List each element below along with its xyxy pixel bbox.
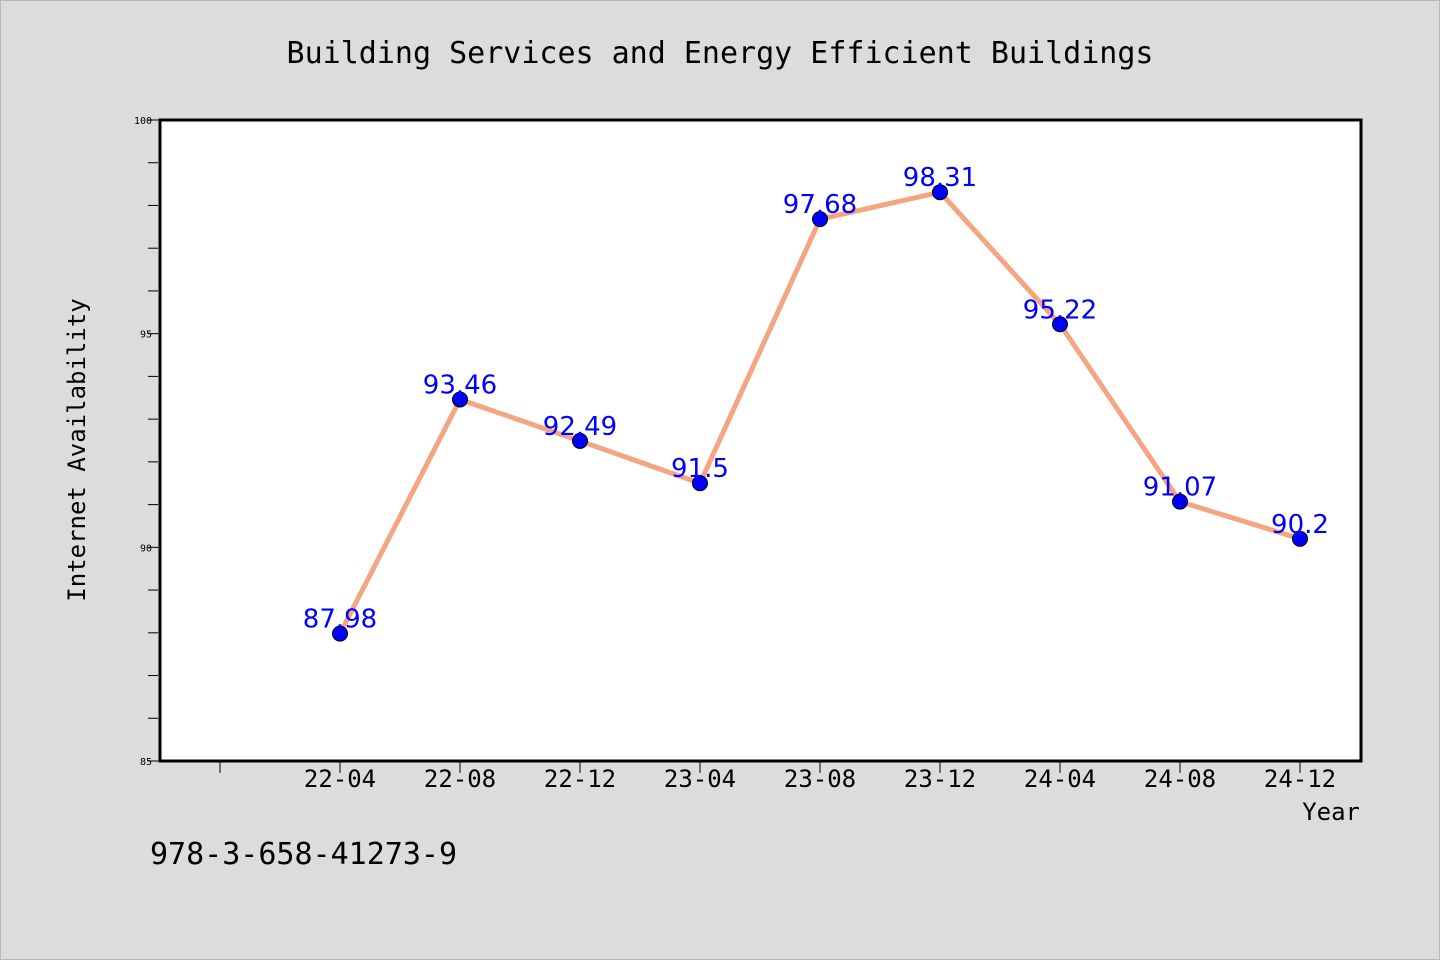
x-tick-label: 23-04 [664,765,736,793]
data-point [452,391,468,408]
x-axis-label: Year [1302,798,1360,826]
x-tick-label: 24-12 [1264,765,1336,793]
data-label: 91.5 [671,454,729,484]
data-labels: 87.98 93.46 92.49 91.5 97.68 98.31 95.22 91.07 9… [303,163,1329,634]
data-label: 91.07 [1143,473,1217,503]
data-label: 95.22 [1023,295,1097,325]
x-tick-label: 24-08 [1144,765,1216,793]
x-tick-label: 22-08 [424,765,496,793]
x-tick-label: 22-12 [544,765,616,793]
x-tick-label: 24-04 [1024,765,1096,793]
y-tick-label: 90 [140,543,152,554]
data-label: 90.2 [1271,510,1329,540]
data-point [932,184,948,201]
y-minor-ticks [148,162,158,719]
data-label: 93.46 [423,370,497,400]
x-tick-label: 23-08 [784,765,856,793]
x-tick-label: 23-12 [904,765,976,793]
plot-area [158,118,1363,763]
data-point [1172,493,1188,510]
y-tick-label: 95 [140,330,152,341]
y-axis-label: Internet Availability [63,298,91,601]
x-axis: 22-04 22-08 22-12 23-04 23-08 23-12 24-04 24-08… [219,761,1336,793]
y-axis: 85 90 95 100 [134,116,160,768]
data-point [812,211,828,228]
y-tick-label: 100 [134,116,152,127]
data-label: 97.68 [783,190,857,220]
isbn-footer: 978-3-658-41273-9 [150,837,457,872]
data-point [332,625,348,642]
data-label: 87.98 [303,605,377,635]
data-point [1292,530,1308,547]
data-point [692,475,708,492]
y-tick-label: 85 [140,757,152,768]
chart-title: Building Services and Energy Efficient B… [287,36,1154,71]
x-tick-label: 22-04 [304,765,376,793]
data-label: 98.31 [903,163,977,193]
markers [332,184,1308,642]
data-point [572,432,588,449]
data-label: 92.49 [543,412,617,442]
data-point [1052,316,1068,333]
